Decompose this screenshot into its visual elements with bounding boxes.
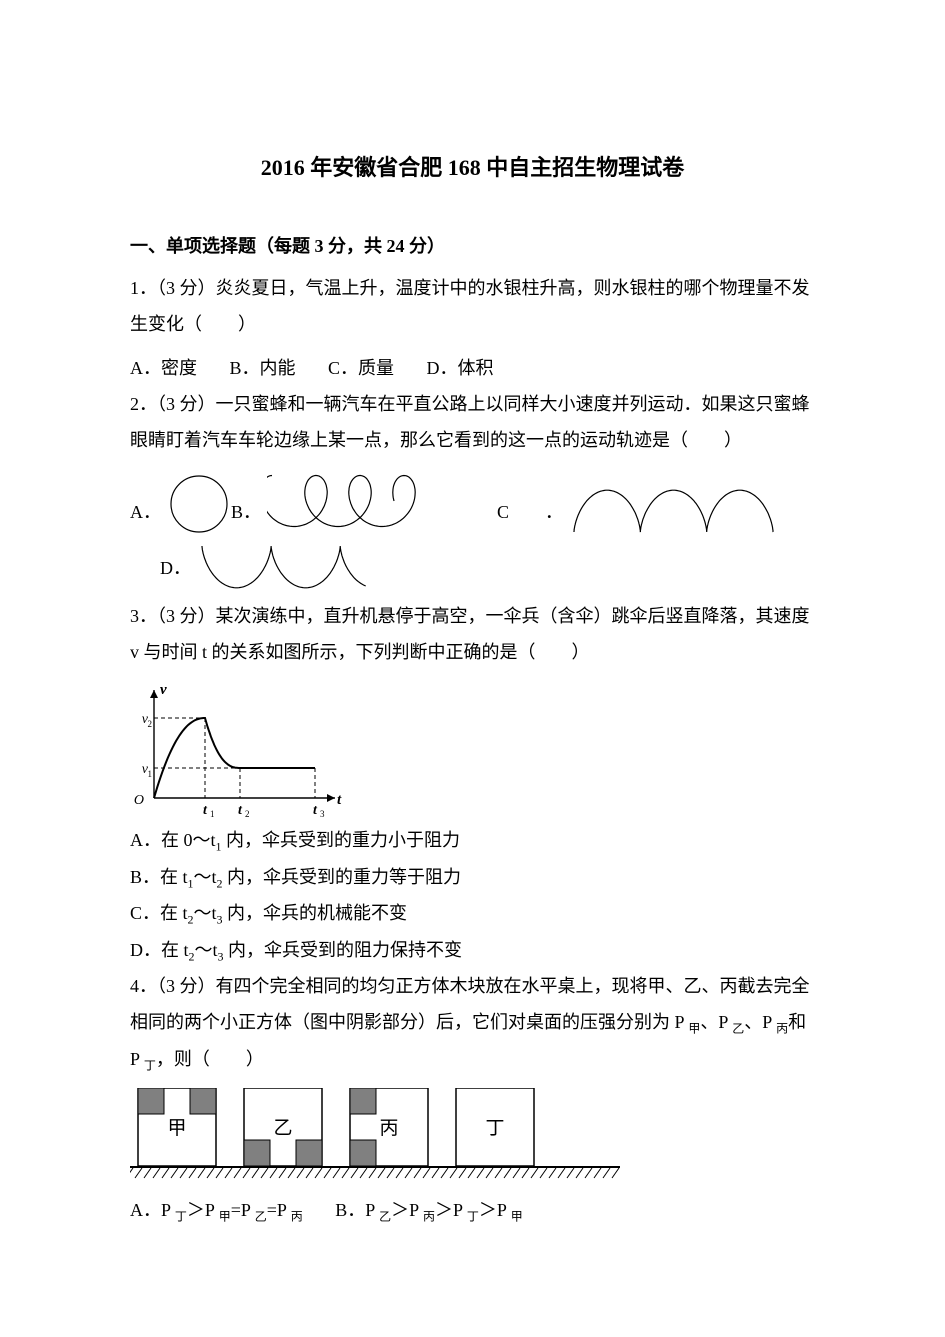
q1-opt-d: D．体积 bbox=[427, 350, 494, 386]
svg-text:丙: 丙 bbox=[379, 1118, 398, 1139]
svg-text:v: v bbox=[160, 682, 167, 698]
section-header: 一、单项选择题（每题 3 分，共 24 分） bbox=[130, 232, 815, 258]
svg-text:t: t bbox=[337, 792, 342, 808]
q2-label-c: C ． bbox=[497, 498, 563, 536]
svg-text:1: 1 bbox=[148, 769, 153, 779]
q2-label-a: A． bbox=[130, 498, 161, 536]
svg-text:2: 2 bbox=[148, 719, 153, 729]
q2-diagram-c bbox=[569, 486, 779, 536]
q4-diagram: 甲乙丙丁 bbox=[130, 1088, 620, 1182]
q1-opt-c: C．质量 bbox=[328, 350, 394, 386]
q2-label-b: B． bbox=[231, 498, 261, 536]
q2-diagrams-row2: D． bbox=[130, 542, 815, 592]
q3-opt-b: B．在 t1～t2 内，伞兵受到的重力等于阻力 bbox=[130, 859, 815, 896]
q2-diagram-a bbox=[167, 472, 231, 536]
q2-diagrams-row1: A． B． C ． bbox=[130, 466, 815, 536]
svg-text:1: 1 bbox=[210, 809, 215, 818]
q3-opt-c: C．在 t2～t3 内，伞兵的机械能不变 bbox=[130, 895, 815, 932]
q1-opt-b: B．内能 bbox=[230, 350, 296, 386]
question-3: 3．（3 分）某次演练中，直升机悬停于高空，一伞兵（含伞）跳伞后竖直降落，其速度… bbox=[130, 598, 815, 670]
q4-opt-b: B．P 乙＞P 丙＞P 丁＞P 甲 bbox=[335, 1192, 522, 1229]
q3-graph: Ovvtv2v1t1t2t3 bbox=[130, 678, 350, 818]
svg-text:2: 2 bbox=[245, 809, 250, 818]
q3-opt-d: D．在 t2～t3 内，伞兵受到的阻力保持不变 bbox=[130, 932, 815, 969]
svg-text:丁: 丁 bbox=[485, 1118, 504, 1139]
q1-opt-a: A．密度 bbox=[130, 350, 197, 386]
page-title: 2016 年安徽省合肥 168 中自主招生物理试卷 bbox=[130, 150, 815, 182]
svg-text:t: t bbox=[238, 803, 243, 818]
svg-text:t: t bbox=[203, 803, 208, 818]
svg-text:甲: 甲 bbox=[167, 1118, 186, 1139]
q4-opt-a: A．P 丁＞P 甲=P 乙=P 丙 bbox=[130, 1192, 303, 1229]
question-4: 4．（3 分）有四个完全相同的均匀正方体木块放在水平桌上，现将甲、乙、丙截去完全… bbox=[130, 968, 815, 1077]
q2-diagram-b bbox=[267, 466, 477, 536]
svg-text:t: t bbox=[313, 803, 318, 818]
q2-label-d: D． bbox=[160, 554, 191, 592]
q3-opt-a: A．在 0～t1 内，伞兵受到的重力小于阻力 bbox=[130, 822, 815, 859]
svg-text:3: 3 bbox=[320, 809, 325, 818]
question-1: 1．（3 分）炎炎夏日，气温上升，温度计中的水银柱升高，则水银柱的哪个物理量不发… bbox=[130, 270, 815, 342]
q2-diagram-d bbox=[197, 542, 367, 592]
svg-text:乙: 乙 bbox=[273, 1118, 292, 1139]
q1-options: A．密度 B．内能 C．质量 D．体积 bbox=[130, 350, 815, 386]
question-2: 2．（3 分）一只蜜蜂和一辆汽车在平直公路上以同样大小速度并列运动．如果这只蜜蜂… bbox=[130, 386, 815, 458]
svg-text:O: O bbox=[134, 793, 144, 808]
q4-options: A．P 丁＞P 甲=P 乙=P 丙 B．P 乙＞P 丙＞P 丁＞P 甲 bbox=[130, 1192, 815, 1229]
